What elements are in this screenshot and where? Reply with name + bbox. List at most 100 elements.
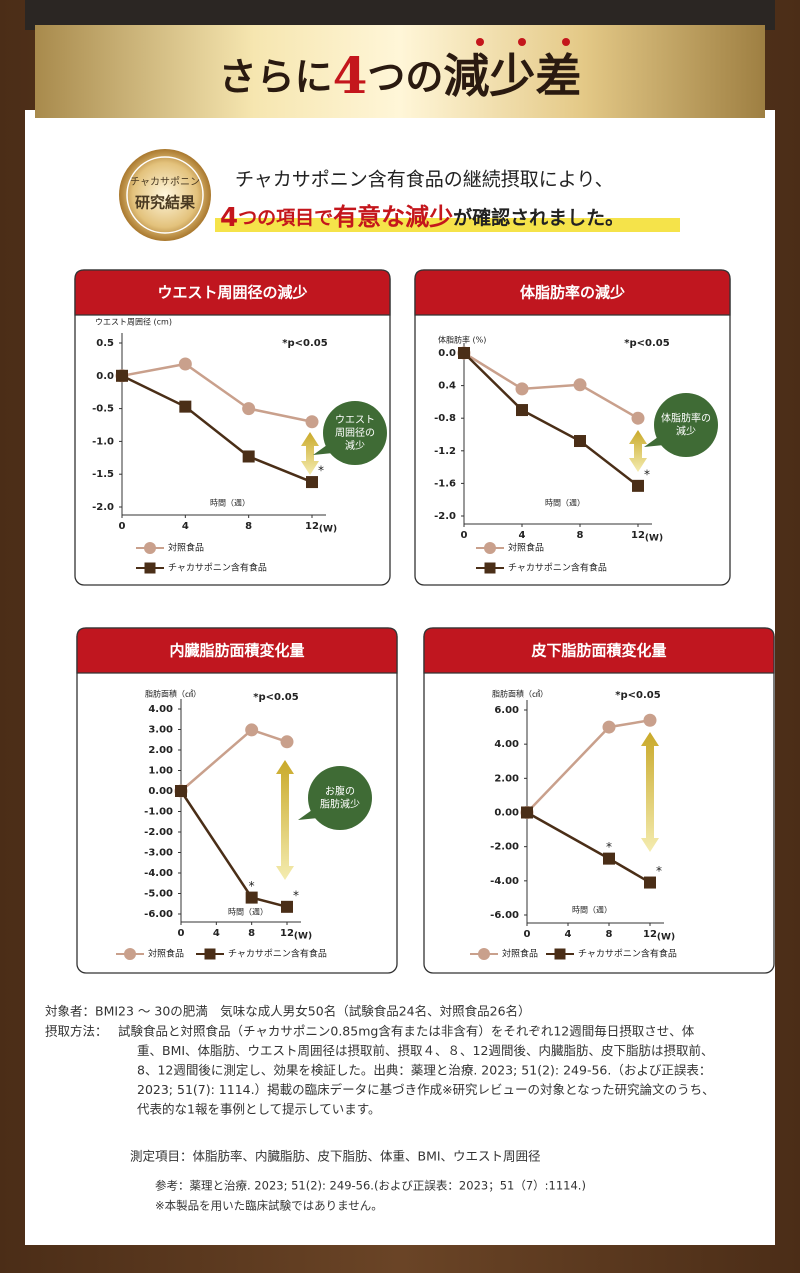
y-tick-label: 1.00 [148, 766, 173, 777]
point [178, 357, 192, 371]
badge-ring [126, 156, 204, 234]
x-axis-label: 時間（週） [210, 499, 250, 508]
significance: * [656, 864, 662, 878]
series-line [463, 351, 639, 420]
x-tick-label: 8 [606, 929, 613, 940]
x-tick-label: 0 [461, 530, 468, 541]
point [245, 723, 259, 737]
legend-label: チャカサポニン含有食品 [228, 948, 327, 960]
y-tick-label: -2.00 [490, 842, 519, 853]
headline-part: つの [367, 54, 443, 99]
note-text: 摂取方法： [45, 1024, 108, 1039]
headline-part: さらに [219, 54, 333, 99]
x-unit: (W) [657, 933, 675, 943]
headline: さらに4つの減少差 [219, 46, 582, 105]
y-tick-label: 0.0 [438, 348, 456, 359]
note-text: 対象者：BMI23 ～ 30の肥満 気味な成人男女50名（試験食品24名、対照食… [45, 1004, 531, 1019]
x-tick-label: 12 [280, 928, 294, 939]
chart-header [74, 269, 391, 316]
callout-text: お腹の [325, 785, 355, 798]
point [515, 382, 529, 396]
x-unit: (W) [645, 534, 663, 544]
chart-header [414, 269, 731, 316]
intro-part: 有意な減少 [333, 203, 453, 231]
point [521, 806, 533, 819]
x-tick-label: 4 [519, 530, 526, 541]
chart-panel [423, 627, 775, 974]
point [516, 404, 528, 417]
y-tick-label: -3.00 [144, 848, 173, 859]
legend-marker [484, 562, 496, 574]
y-tick-label: 0.5 [96, 338, 114, 349]
y-tick-label: -6.00 [490, 910, 519, 921]
y-tick-label: -4.00 [490, 876, 519, 887]
badge-text: チャカサポニン [130, 176, 200, 188]
intro-part: つの項目で [238, 207, 333, 229]
annotation: *p<0.05 [253, 692, 298, 703]
reduction-arrow [301, 432, 319, 475]
point [281, 900, 293, 913]
y-tick-label: -0.5 [92, 404, 114, 415]
legend-label: チャカサポニン含有食品 [508, 562, 607, 574]
x-unit: (W) [319, 525, 337, 535]
note-text: 代表的な1報を事例として提示しています。 [137, 1102, 380, 1117]
legend-label: 対照食品 [148, 948, 184, 960]
y-tick-label: 3.00 [148, 725, 173, 736]
legend-marker [204, 948, 216, 960]
significance: * [293, 888, 299, 902]
note-text: ※本製品を用いた臨床試験ではありません。 [155, 1199, 383, 1213]
x-tick-label: 0 [119, 521, 126, 532]
point [631, 411, 645, 425]
point [116, 369, 128, 382]
legend-label: チャカサポニン含有食品 [578, 948, 677, 960]
callout-text: ウエスト [335, 414, 375, 426]
point [175, 785, 187, 797]
x-tick-label: 8 [248, 928, 255, 939]
legend-marker [554, 948, 566, 960]
y-tick-label: 6.00 [494, 705, 519, 716]
legend-label: 対照食品 [168, 542, 204, 554]
x-tick-label: 4 [213, 928, 220, 939]
note-text: 測定項目：体脂肪率、内臓脂肪、皮下脂肪、体重、BMI、ウエスト周囲径 [130, 1149, 541, 1164]
y-axis-label: 脂肪面積（㎠） [145, 689, 201, 699]
significance: * [644, 467, 650, 481]
point [602, 720, 616, 734]
x-axis-label: 時間（週） [572, 906, 612, 915]
reduction-arrow [276, 760, 294, 880]
significance: * [318, 464, 324, 478]
y-tick-label: 4.00 [148, 704, 173, 715]
point [458, 347, 470, 359]
callout-text: 周囲径の [335, 426, 375, 439]
point [574, 435, 586, 448]
point [306, 476, 318, 489]
callout-text: 減少 [345, 439, 365, 452]
y-axis-label: 脂肪面積（㎠） [492, 689, 548, 699]
chart-title: 皮下脂肪面積変化量 [531, 642, 666, 660]
chart-title: 体脂肪率の減少 [520, 284, 625, 302]
y-tick-label: -1.5 [92, 469, 114, 480]
point [632, 479, 644, 492]
x-tick-label: 8 [245, 521, 252, 532]
y-tick-label: 0.00 [494, 808, 519, 819]
highlight [215, 218, 680, 232]
legend-marker [124, 948, 136, 960]
y-tick-label: -1.2 [434, 446, 456, 457]
y-tick-label: -2.0 [92, 502, 114, 513]
x-tick-label: 4 [182, 521, 189, 532]
annotation: *p<0.05 [282, 338, 327, 349]
y-axis-label: ウエスト周囲径 (cm) [95, 317, 172, 327]
series-line [463, 352, 639, 487]
x-tick-label: 4 [565, 929, 572, 940]
callout [323, 401, 387, 465]
x-tick-label: 12 [643, 929, 657, 940]
y-tick-label: -6.00 [144, 909, 173, 920]
significance: * [606, 840, 612, 854]
badge-text: 研究結果 [135, 194, 196, 212]
point [573, 378, 587, 392]
point [603, 852, 615, 865]
x-tick-label: 12 [631, 530, 645, 541]
note-text: 2023; 51(7): 1114.）掲載の臨床データに基づき作成※研究レビュー… [137, 1082, 715, 1097]
y-axis-label: 体脂肪率 (%) [438, 335, 486, 345]
y-tick-label: 2.00 [148, 745, 173, 756]
